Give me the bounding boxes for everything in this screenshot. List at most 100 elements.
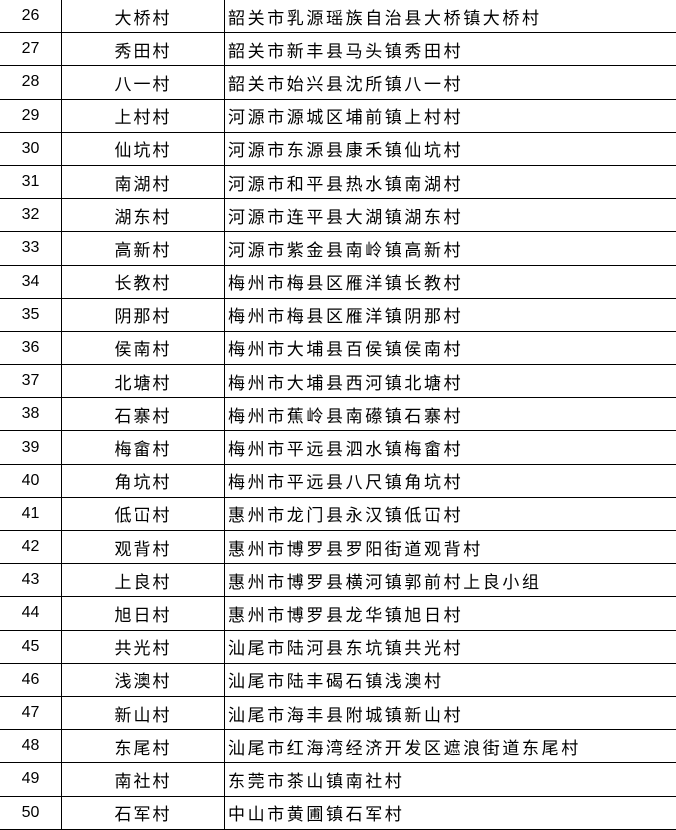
row-number: 27: [0, 32, 62, 67]
village-address: 河源市连平县大湖镇湖东村: [224, 198, 676, 233]
table-row: 30 仙坑村 河源市东源县康禾镇仙坑村: [0, 131, 676, 166]
table-row: 32 湖东村 河源市连平县大湖镇湖东村: [0, 198, 676, 233]
village-address: 梅州市平远县八尺镇角坑村: [224, 463, 676, 498]
table-row: 27 秀田村 韶关市新丰县马头镇秀田村: [0, 32, 676, 67]
row-number: 29: [0, 98, 62, 133]
row-number: 43: [0, 563, 62, 598]
table-row: 45 共光村 汕尾市陆河县东坑镇共光村: [0, 629, 676, 664]
village-name: 角坑村: [61, 463, 225, 498]
village-name: 湖东村: [61, 198, 225, 233]
village-name: 八一村: [61, 65, 225, 100]
table-row: 43 上良村 惠州市博罗县横河镇郭前村上良小组: [0, 563, 676, 598]
village-name: 浅澳村: [61, 662, 225, 697]
row-number: 26: [0, 0, 62, 34]
village-name: 秀田村: [61, 32, 225, 67]
village-address: 河源市源城区埔前镇上村村: [224, 98, 676, 133]
village-name: 观背村: [61, 529, 225, 565]
village-address: 惠州市博罗县罗阳街道观背村: [224, 529, 676, 565]
village-address: 惠州市博罗县龙华镇旭日村: [224, 596, 676, 631]
village-address: 韶关市乳源瑶族自治县大桥镇大桥村: [224, 0, 676, 34]
row-number: 33: [0, 231, 62, 266]
table-row: 50 石军村 中山市黄圃镇石军村: [0, 795, 676, 830]
table-row: 42 观背村 惠州市博罗县罗阳街道观背村: [0, 529, 676, 565]
village-address: 汕尾市陆丰碣石镇浅澳村: [224, 662, 676, 697]
row-number: 35: [0, 297, 62, 332]
village-name: 新山村: [61, 695, 225, 731]
village-name: 石军村: [61, 795, 225, 830]
table-row: 48 东尾村 汕尾市红海湾经济开发区遮浪街道东尾村: [0, 729, 676, 764]
village-address: 梅州市大埔县百侯镇侯南村: [224, 330, 676, 366]
village-name: 高新村: [61, 231, 225, 266]
table-row: 47 新山村 汕尾市海丰县附城镇新山村: [0, 695, 676, 731]
village-address: 惠州市龙门县永汉镇低冚村: [224, 496, 676, 532]
row-number: 32: [0, 198, 62, 233]
table-row: 28 八一村 韶关市始兴县沈所镇八一村: [0, 65, 676, 100]
row-number: 36: [0, 330, 62, 366]
row-number: 45: [0, 629, 62, 664]
row-number: 44: [0, 596, 62, 631]
row-number: 31: [0, 164, 62, 200]
row-number: 46: [0, 662, 62, 697]
village-name: 石寨村: [61, 397, 225, 432]
row-number: 42: [0, 529, 62, 565]
row-number: 34: [0, 264, 62, 299]
row-number: 30: [0, 131, 62, 166]
village-address: 梅州市梅县区雁洋镇长教村: [224, 264, 676, 299]
village-name: 东尾村: [61, 729, 225, 764]
village-name: 阴那村: [61, 297, 225, 332]
village-address: 梅州市大埔县西河镇北塘村: [224, 364, 676, 399]
village-address: 中山市黄圃镇石军村: [224, 795, 676, 830]
table-row: 33 高新村 河源市紫金县南岭镇高新村: [0, 231, 676, 266]
village-name: 上村村: [61, 98, 225, 133]
row-number: 49: [0, 762, 62, 797]
village-name: 梅畲村: [61, 430, 225, 465]
table-row: 38 石寨村 梅州市蕉岭县南礤镇石寨村: [0, 397, 676, 432]
row-number: 48: [0, 729, 62, 764]
village-name: 旭日村: [61, 596, 225, 631]
table-row: 41 低冚村 惠州市龙门县永汉镇低冚村: [0, 496, 676, 532]
table-row: 39 梅畲村 梅州市平远县泗水镇梅畲村: [0, 430, 676, 465]
row-number: 39: [0, 430, 62, 465]
village-address: 汕尾市红海湾经济开发区遮浪街道东尾村: [224, 729, 676, 764]
village-name: 上良村: [61, 563, 225, 598]
village-address: 梅州市梅县区雁洋镇阴那村: [224, 297, 676, 332]
village-name: 南湖村: [61, 164, 225, 200]
village-address: 东莞市茶山镇南社村: [224, 762, 676, 797]
village-name: 低冚村: [61, 496, 225, 532]
table-row: 34 长教村 梅州市梅县区雁洋镇长教村: [0, 264, 676, 299]
village-name: 南社村: [61, 762, 225, 797]
row-number: 41: [0, 496, 62, 532]
row-number: 47: [0, 695, 62, 731]
table-row: 40 角坑村 梅州市平远县八尺镇角坑村: [0, 463, 676, 498]
table-row: 37 北塘村 梅州市大埔县西河镇北塘村: [0, 364, 676, 399]
table-row: 44 旭日村 惠州市博罗县龙华镇旭日村: [0, 596, 676, 631]
village-address: 汕尾市陆河县东坑镇共光村: [224, 629, 676, 664]
village-address: 河源市东源县康禾镇仙坑村: [224, 131, 676, 166]
row-number: 28: [0, 65, 62, 100]
row-number: 38: [0, 397, 62, 432]
village-name: 大桥村: [61, 0, 225, 34]
table-row: 46 浅澳村 汕尾市陆丰碣石镇浅澳村: [0, 662, 676, 697]
village-address: 惠州市博罗县横河镇郭前村上良小组: [224, 563, 676, 598]
village-address: 韶关市新丰县马头镇秀田村: [224, 32, 676, 67]
village-name: 侯南村: [61, 330, 225, 366]
village-name: 共光村: [61, 629, 225, 664]
village-name: 北塘村: [61, 364, 225, 399]
village-address: 河源市和平县热水镇南湖村: [224, 164, 676, 200]
row-number: 37: [0, 364, 62, 399]
table-row: 29 上村村 河源市源城区埔前镇上村村: [0, 98, 676, 133]
village-address: 韶关市始兴县沈所镇八一村: [224, 65, 676, 100]
village-address: 梅州市蕉岭县南礤镇石寨村: [224, 397, 676, 432]
village-address: 梅州市平远县泗水镇梅畲村: [224, 430, 676, 465]
table-row: 35 阴那村 梅州市梅县区雁洋镇阴那村: [0, 297, 676, 332]
village-name: 仙坑村: [61, 131, 225, 166]
table-row: 36 侯南村 梅州市大埔县百侯镇侯南村: [0, 330, 676, 366]
table-row: 31 南湖村 河源市和平县热水镇南湖村: [0, 164, 676, 200]
row-number: 50: [0, 795, 62, 830]
table-row: 26 大桥村 韶关市乳源瑶族自治县大桥镇大桥村: [0, 0, 676, 34]
row-number: 40: [0, 463, 62, 498]
village-address: 汕尾市海丰县附城镇新山村: [224, 695, 676, 731]
table-row: 49 南社村 东莞市茶山镇南社村: [0, 762, 676, 797]
